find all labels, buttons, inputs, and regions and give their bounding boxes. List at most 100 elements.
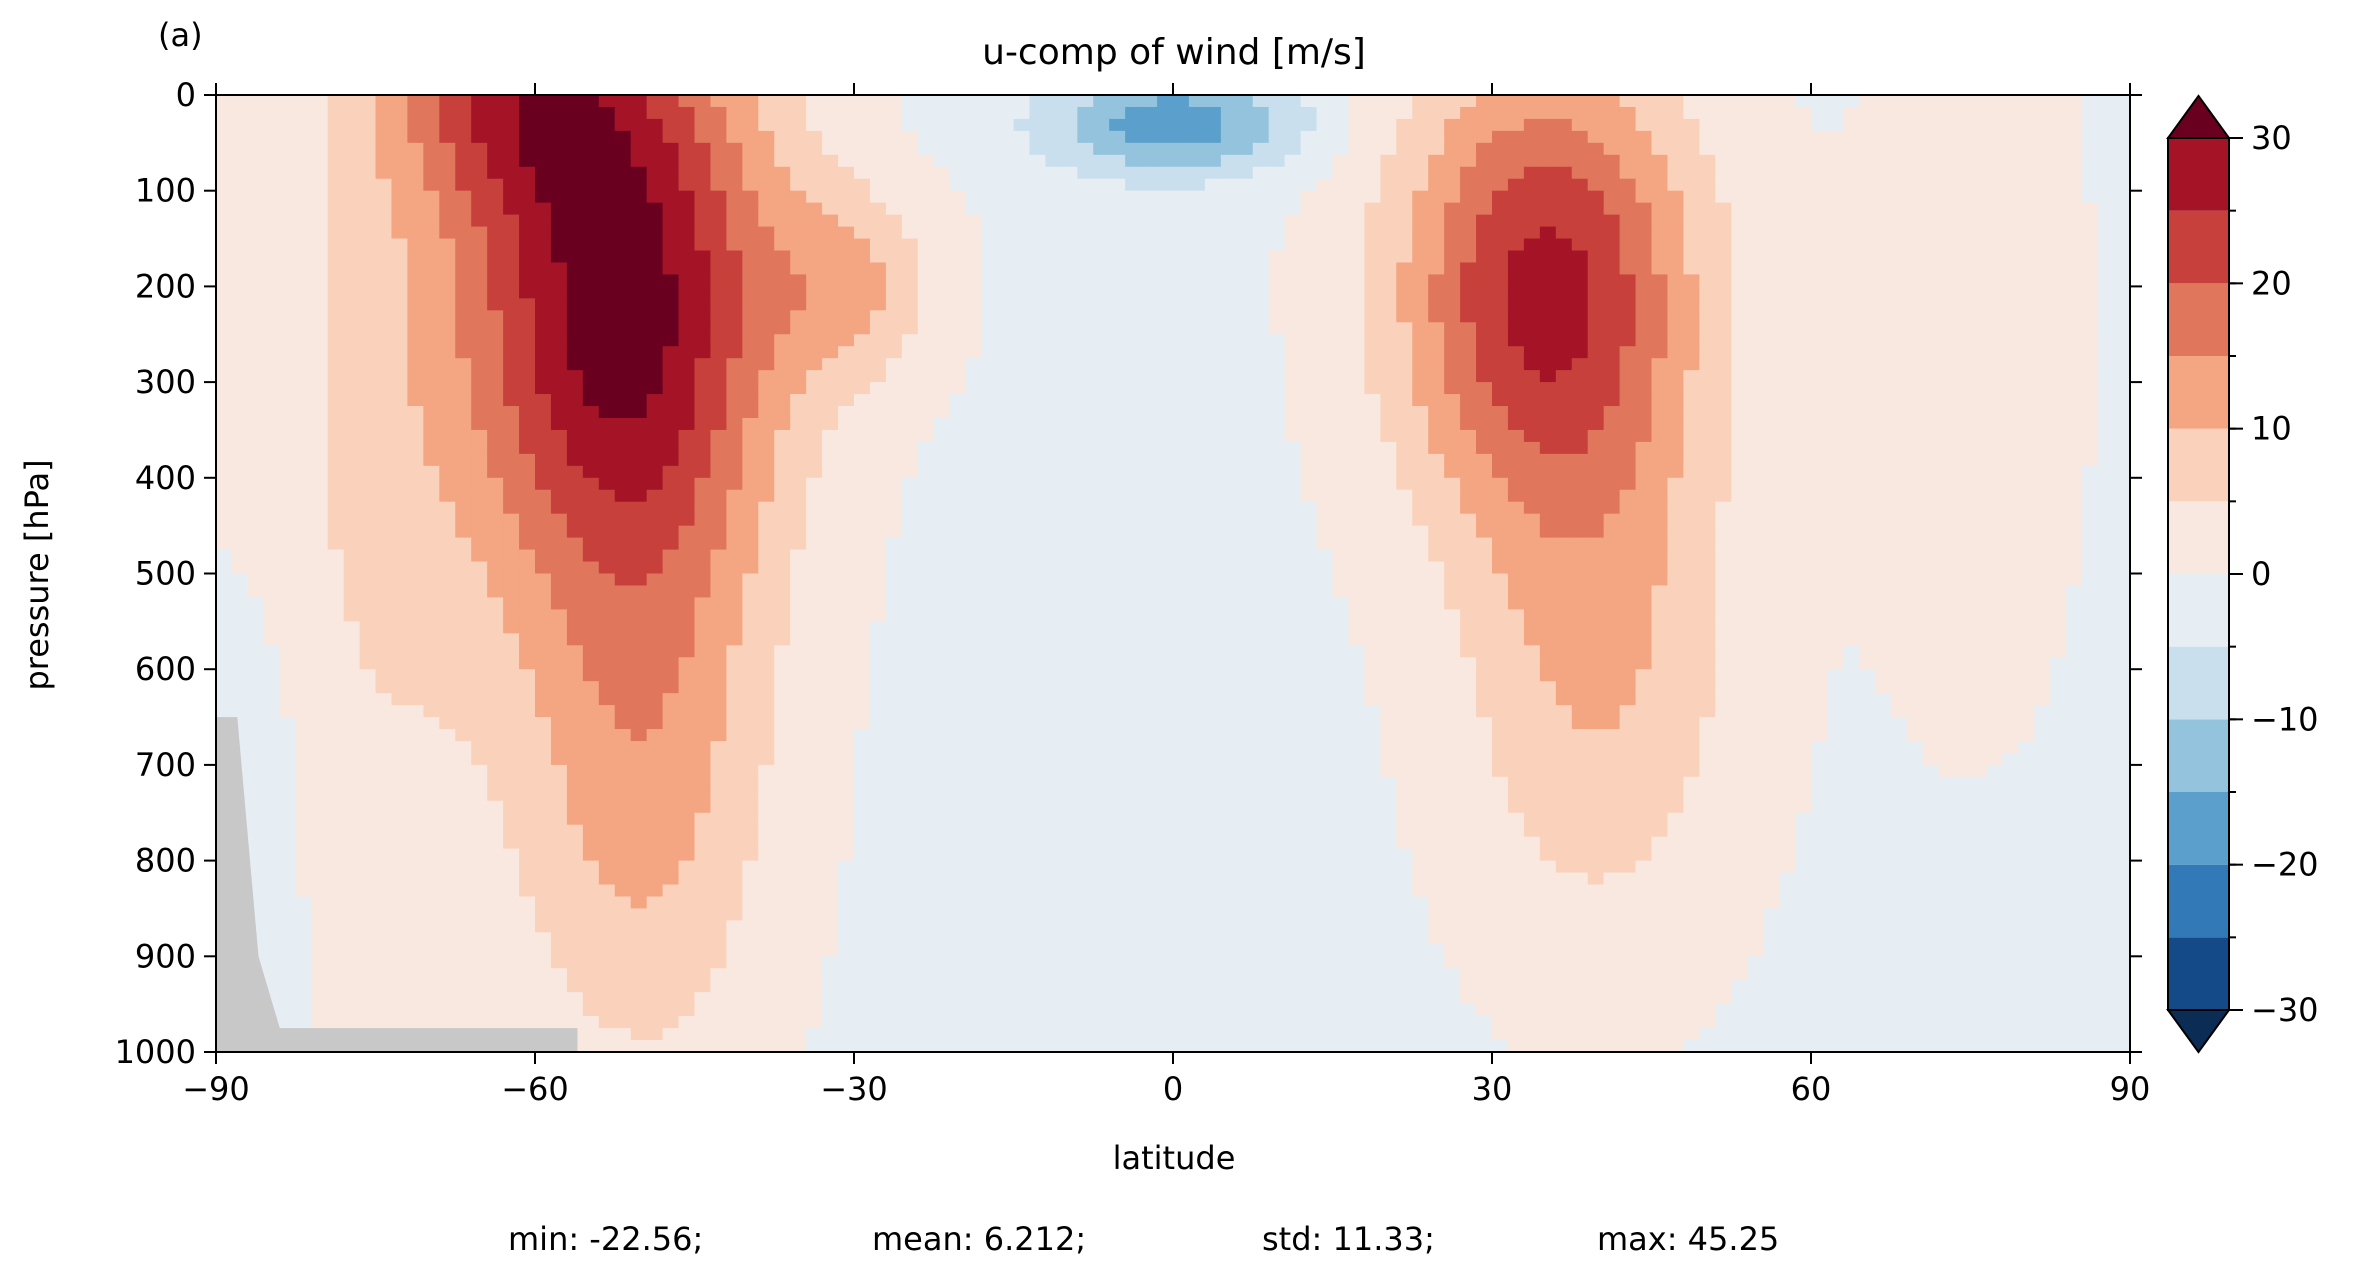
- contour-cell: [854, 214, 871, 228]
- contour-cell: [1173, 549, 1190, 563]
- contour-cell: [1188, 202, 1206, 216]
- contour-cell: [917, 453, 935, 467]
- contour-cell: [1555, 453, 1573, 467]
- contour-cell: [1220, 406, 1238, 419]
- contour-cell: [231, 477, 249, 491]
- contour-cell: [965, 190, 983, 204]
- contour-cell: [1412, 549, 1429, 563]
- contour-cell: [1667, 453, 1684, 467]
- contour-cell: [1444, 453, 1461, 467]
- contour-cell: [822, 154, 839, 168]
- contour-cell: [407, 166, 424, 180]
- contour-cell: [838, 382, 855, 395]
- contour-cell: [1029, 310, 1046, 323]
- contour-cell: [646, 382, 664, 395]
- contour-cell: [503, 453, 520, 467]
- contour-cell: [1029, 322, 1046, 335]
- contour-cell: [1539, 250, 1557, 264]
- contour-cell: [1396, 310, 1413, 323]
- contour-cell: [1667, 573, 1684, 587]
- contour-cell: [487, 501, 504, 515]
- contour-cell: [1268, 118, 1286, 132]
- contour-cell: [391, 549, 408, 563]
- contour-cell: [1635, 513, 1653, 527]
- contour-cell: [1380, 394, 1397, 407]
- contour-cell: [869, 274, 887, 287]
- contour-cell: [1141, 334, 1158, 347]
- contour-cell: [1252, 95, 1270, 108]
- contour-cell: [1571, 238, 1589, 252]
- contour-cell: [1444, 346, 1461, 359]
- contour-cell: [854, 477, 871, 491]
- contour-cell: [279, 370, 297, 383]
- contour-cell: [1236, 106, 1254, 120]
- contour-cell: [1364, 346, 1381, 359]
- contour-cell: [295, 465, 313, 479]
- contour-cell: [1571, 334, 1589, 347]
- contour-cell: [662, 214, 680, 228]
- contour-cell: [646, 429, 664, 443]
- contour-cell: [407, 513, 424, 527]
- contour-cell: [1077, 382, 1094, 395]
- contour-cell: [1603, 178, 1621, 192]
- contour-cell: [1842, 334, 1860, 347]
- contour-cell: [885, 370, 903, 383]
- contour-cell: [1204, 310, 1222, 323]
- contour-cell: [1603, 573, 1621, 587]
- contour-cell: [279, 537, 297, 551]
- contour-cell: [1157, 370, 1174, 383]
- contour-cell: [598, 501, 616, 515]
- contour-cell: [774, 406, 791, 419]
- contour-cell: [869, 465, 887, 479]
- contour-field: [216, 95, 2131, 1053]
- contour-cell: [790, 250, 807, 264]
- contour-cell: [1268, 214, 1286, 228]
- contour-cell: [311, 190, 329, 204]
- contour-cell: [1906, 118, 1924, 132]
- contour-cell: [1635, 477, 1653, 491]
- contour-cell: [1093, 501, 1110, 515]
- contour-cell: [933, 154, 951, 168]
- contour-cell: [216, 334, 233, 347]
- contour-cell: [1332, 118, 1350, 132]
- contour-cell: [1188, 262, 1206, 276]
- contour-cell: [806, 501, 823, 515]
- contour-cell: [1204, 549, 1222, 563]
- contour-cell: [1747, 573, 1764, 587]
- contour-cell: [1858, 298, 1876, 311]
- contour-cell: [1603, 286, 1621, 299]
- contour-cell: [1954, 118, 1972, 132]
- contour-cell: [1954, 178, 1972, 192]
- contour-cell: [1396, 465, 1413, 479]
- contour-cell: [1492, 501, 1509, 515]
- contour-cell: [1523, 238, 1541, 252]
- contour-cell: [742, 130, 759, 144]
- contour-cell: [1651, 417, 1669, 431]
- contour-cell: [343, 477, 361, 491]
- contour-cell: [1731, 190, 1748, 204]
- contour-cell: [1412, 95, 1429, 108]
- contour-cell: [1013, 525, 1031, 539]
- contour-cell: [694, 262, 712, 276]
- contour-cell: [1619, 214, 1637, 228]
- contour-cell: [1029, 250, 1046, 264]
- contour-cell: [2034, 202, 2051, 216]
- contour-cell: [774, 154, 791, 168]
- contour-cell: [1109, 406, 1126, 419]
- contour-cell: [216, 346, 233, 359]
- contour-cell: [1284, 537, 1302, 551]
- contour-cell: [1874, 406, 1892, 419]
- contour-cell: [1396, 142, 1413, 156]
- contour-cell: [1380, 429, 1397, 443]
- contour-cell: [295, 118, 313, 132]
- contour-cell: [1922, 406, 1940, 419]
- contour-cell: [806, 549, 823, 563]
- contour-cell: [216, 214, 233, 228]
- contour-cell: [1157, 310, 1174, 323]
- contour-cell: [981, 549, 999, 563]
- contour-cell: [1874, 274, 1892, 287]
- contour-cell: [375, 262, 393, 276]
- contour-cell: [1220, 190, 1238, 204]
- contour-cell: [2018, 95, 2035, 108]
- contour-cell: [726, 226, 743, 240]
